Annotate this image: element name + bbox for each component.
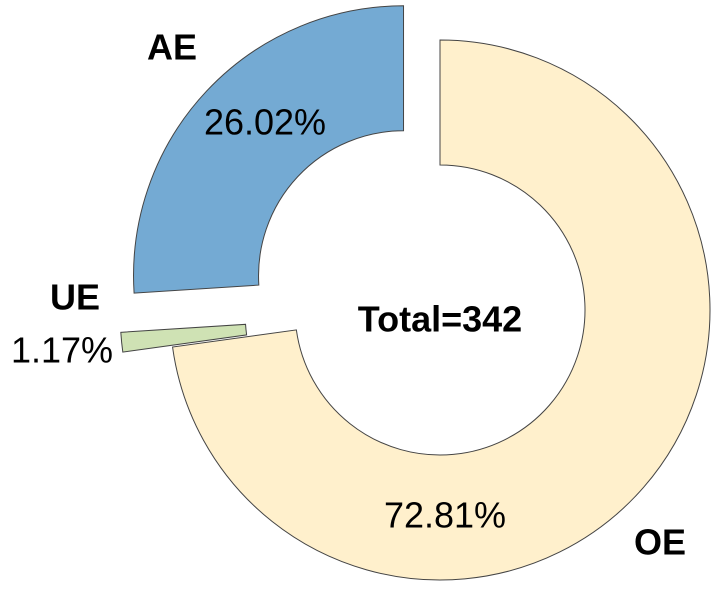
segment-name: AE (147, 27, 197, 68)
value-label: 1.17% (11, 330, 113, 371)
value-label: 26.02% (204, 102, 326, 143)
segment-name: UE (50, 277, 100, 318)
value-label: 72.81% (384, 495, 506, 536)
segment-name: OE (634, 522, 686, 563)
donut-segment (133, 5, 405, 294)
center-label: Total=342 (358, 299, 522, 340)
donut-segment (120, 323, 248, 353)
donut-segment (171, 39, 711, 581)
